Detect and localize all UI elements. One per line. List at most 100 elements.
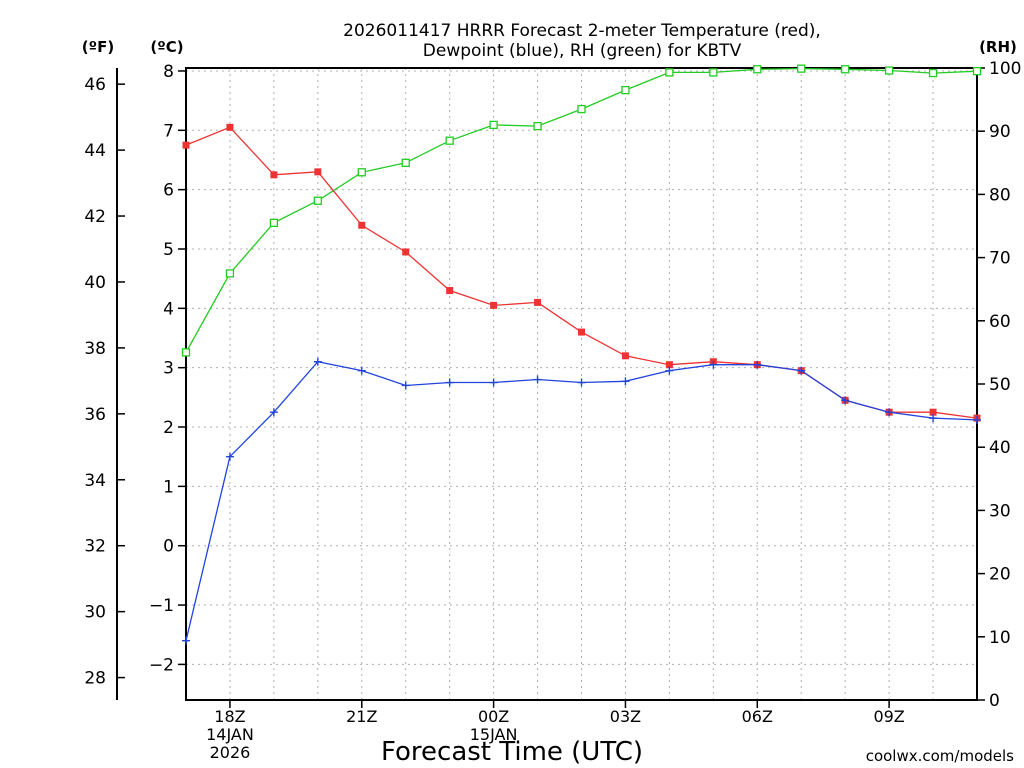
celsius-tick-label: 4 (163, 299, 174, 319)
dewpoint-point (841, 396, 850, 405)
temperature-point (314, 168, 322, 176)
dewpoint-point (445, 378, 454, 387)
celsius-tick-label: 2 (163, 418, 174, 438)
rh-tick-label: 60 (989, 312, 1011, 332)
dewpoint-point (489, 378, 498, 387)
chart-title-line1: 2026011417 HRRR Forecast 2-meter Tempera… (343, 21, 821, 41)
rh-point (972, 67, 982, 76)
celsius-tick-label: 0 (163, 537, 174, 557)
fahrenheit-tick-label: 36 (84, 405, 106, 425)
fahrenheit-tick-label: 46 (84, 75, 106, 95)
fahrenheit-tick-label: 28 (84, 669, 106, 689)
x-tick-label: 21Z (346, 707, 377, 726)
dewpoint-point (665, 366, 674, 375)
chart-title-line2: Dewpoint (blue), RH (green) for KBTV (423, 41, 742, 61)
temperature-point (929, 408, 937, 416)
dewpoint-point (797, 366, 806, 375)
axis-ticks: −2−1012345678283032343638404244460102030… (84, 59, 1021, 762)
dewpoint-point (401, 381, 410, 390)
rh-point (621, 85, 630, 95)
rh-tick-label: 90 (989, 122, 1011, 142)
rh-tick-label: 80 (989, 185, 1011, 205)
dewpoint-point (973, 415, 981, 424)
temperature-point (182, 141, 190, 149)
rh-point (884, 66, 894, 75)
rh-tick-label: 20 (989, 565, 1011, 585)
celsius-tick-label: −2 (149, 655, 174, 675)
dewpoint-point (885, 408, 894, 417)
fahrenheit-tick-label: 32 (84, 537, 106, 557)
temperature-point (270, 171, 278, 179)
dewpoint-point (225, 452, 234, 461)
celsius-tick-label: 1 (163, 477, 174, 497)
rh-point (489, 120, 498, 130)
celsius-tick-label: 3 (163, 359, 174, 379)
rh-tick-label: 30 (989, 501, 1011, 521)
x-tick-label: 00Z (478, 707, 509, 726)
x-tick-label: 09Z (873, 707, 904, 726)
fahrenheit-tick-label: 40 (84, 273, 106, 293)
x-tick-label: 18Z (214, 707, 245, 726)
rh-point (753, 65, 762, 74)
dewpoint-point (533, 375, 542, 384)
celsius-tick-label: 8 (163, 62, 174, 82)
x-tick-label: 2026 (210, 743, 251, 762)
rh-tick-label: 10 (989, 628, 1011, 648)
dewpoint-point (753, 360, 762, 369)
rh-point (401, 158, 410, 167)
dewpoint-point (182, 636, 190, 645)
celsius-tick-label: 5 (163, 240, 174, 260)
dewpoint-point (313, 357, 322, 366)
fahrenheit-tick-label: 34 (84, 471, 106, 491)
celsius-tick-label: −1 (149, 596, 174, 616)
rh-point (709, 68, 718, 77)
rh-point (841, 65, 850, 74)
dewpoint-point (929, 414, 938, 423)
dewpoint-point (357, 366, 366, 375)
fahrenheit-tick-label: 42 (84, 207, 106, 227)
temperature-point (446, 287, 454, 295)
dewpoint-point (269, 408, 278, 417)
celsius-unit-label: (ºC) (150, 38, 183, 56)
temperature-point (490, 301, 498, 309)
rh-tick-label: 0 (989, 691, 1000, 711)
watermark: coolwx.com/models (866, 747, 1014, 765)
rh-tick-label: 50 (989, 375, 1011, 395)
temperature-point (665, 361, 673, 369)
fahrenheit-tick-label: 38 (84, 339, 106, 359)
rh-point (445, 136, 454, 145)
rh-point (797, 64, 806, 73)
temperature-point (578, 328, 585, 336)
rh-tick-label: 100 (989, 59, 1021, 79)
temperature-point (621, 352, 629, 360)
rh-point (577, 104, 586, 114)
fahrenheit-tick-label: 30 (84, 603, 106, 623)
rh-tick-label: 70 (989, 249, 1011, 269)
rh-point (665, 68, 674, 77)
rh-point (269, 218, 279, 227)
rh-tick-label: 40 (989, 438, 1011, 458)
fahrenheit-tick-label: 44 (84, 141, 106, 161)
fahrenheit-unit-label: (ºF) (82, 38, 114, 56)
x-tick-label: 06Z (742, 707, 773, 726)
temperature-point (402, 248, 410, 256)
temperature-point (358, 221, 366, 229)
rh-point (928, 68, 938, 78)
rh-unit-label: (RH) (979, 38, 1017, 56)
x-axis-label: Forecast Time (UTC) (381, 737, 643, 767)
rh-point (181, 348, 191, 357)
celsius-tick-label: 7 (163, 121, 174, 141)
rh-point (225, 269, 235, 278)
series-layer (181, 64, 982, 645)
rh-point (357, 168, 366, 177)
celsius-tick-label: 6 (163, 181, 174, 201)
rh-point (313, 196, 322, 205)
x-tick-label: 14JAN (206, 725, 254, 744)
dewpoint-point (577, 378, 586, 387)
temperature-point (226, 123, 234, 131)
rh-point (533, 121, 542, 131)
x-tick-label: 15JAN (470, 725, 518, 744)
dewpoint-point (621, 377, 630, 386)
temperature-point (534, 298, 542, 306)
